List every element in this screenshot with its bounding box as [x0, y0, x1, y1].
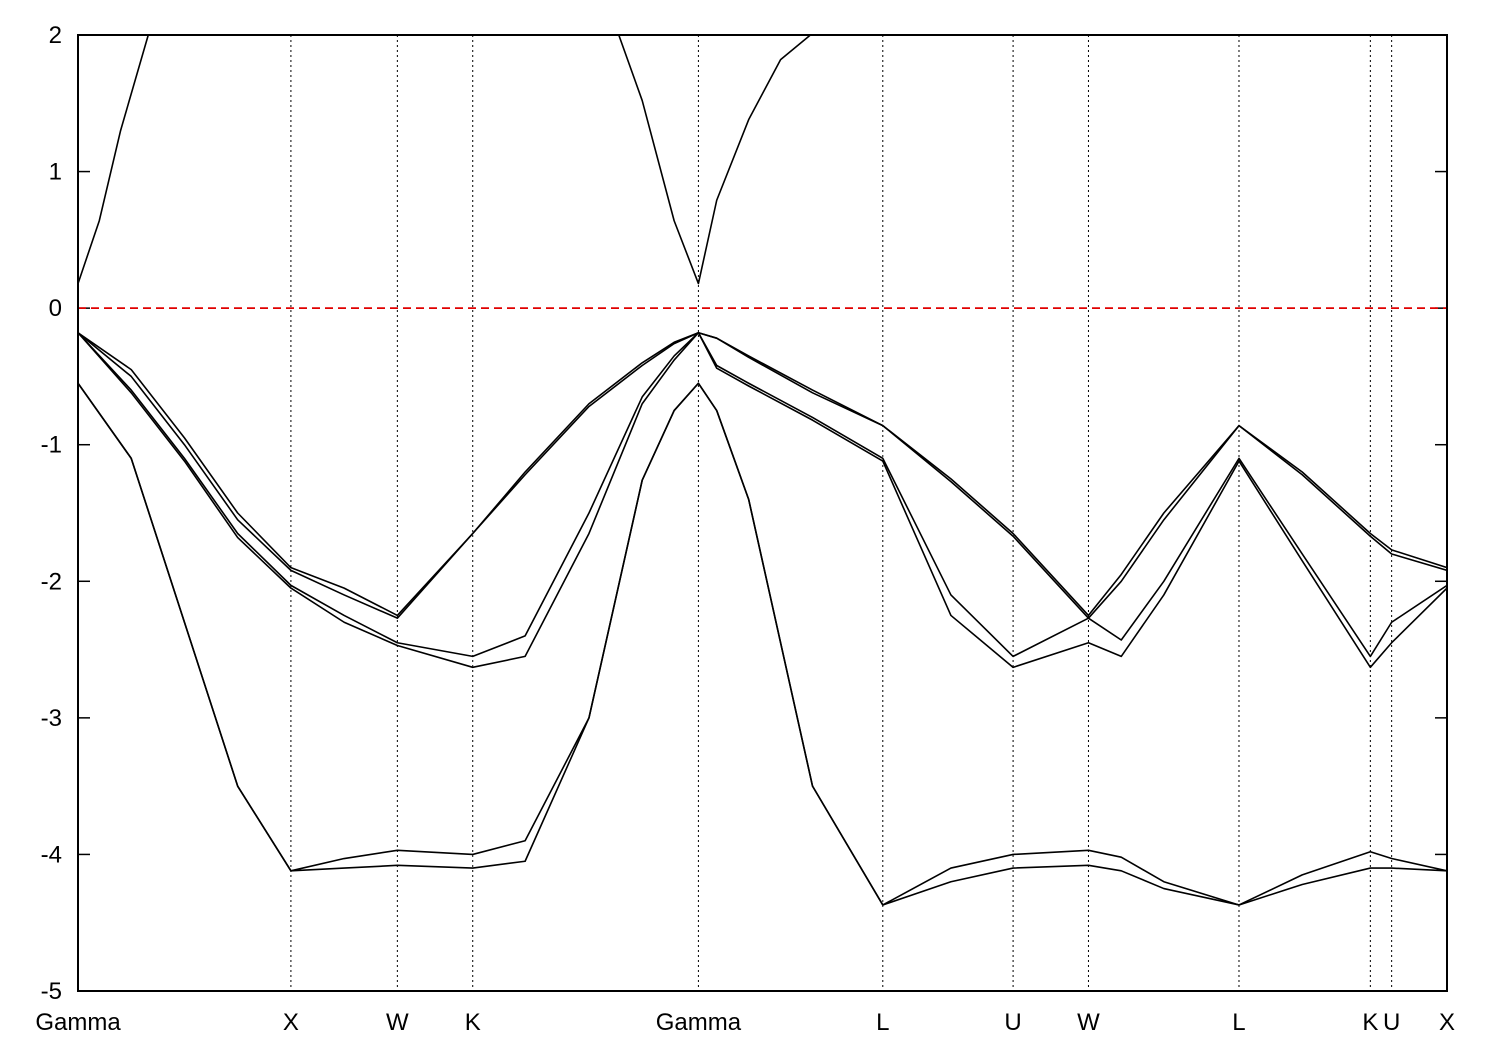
x-tick-label: X: [283, 1009, 299, 1036]
x-tick-label: L: [1232, 1009, 1245, 1036]
x-tick-label: K: [465, 1009, 481, 1036]
x-tick-label: X: [1439, 1009, 1455, 1036]
x-tick-label: L: [876, 1009, 889, 1036]
band-line: [78, 35, 811, 285]
x-tick-label: U: [1383, 1009, 1400, 1036]
x-tick-label: U: [1004, 1009, 1021, 1036]
y-tick-label: -4: [41, 841, 62, 868]
y-tick-label: 1: [49, 159, 62, 186]
y-tick-label: -5: [41, 978, 62, 1005]
x-tick-label: Gamma: [656, 1009, 742, 1036]
y-tick-label: -3: [41, 705, 62, 732]
band-line: [78, 331, 1447, 617]
x-tick-label: W: [1077, 1009, 1100, 1036]
band-line: [78, 331, 1447, 669]
band-line: [78, 331, 1447, 619]
y-tick-label: -2: [41, 568, 62, 595]
y-tick-label: 0: [49, 295, 62, 322]
plot-area: [78, 35, 1447, 906]
band-line: [78, 382, 1447, 906]
plot-frame: [77, 34, 1448, 992]
y-tick-label: 2: [49, 22, 62, 49]
x-tick-label: Gamma: [35, 1009, 121, 1036]
x-tick-label: K: [1362, 1009, 1378, 1036]
y-tick-label: -1: [41, 432, 62, 459]
band-line: [78, 331, 1447, 658]
x-tick-label: W: [386, 1009, 409, 1036]
